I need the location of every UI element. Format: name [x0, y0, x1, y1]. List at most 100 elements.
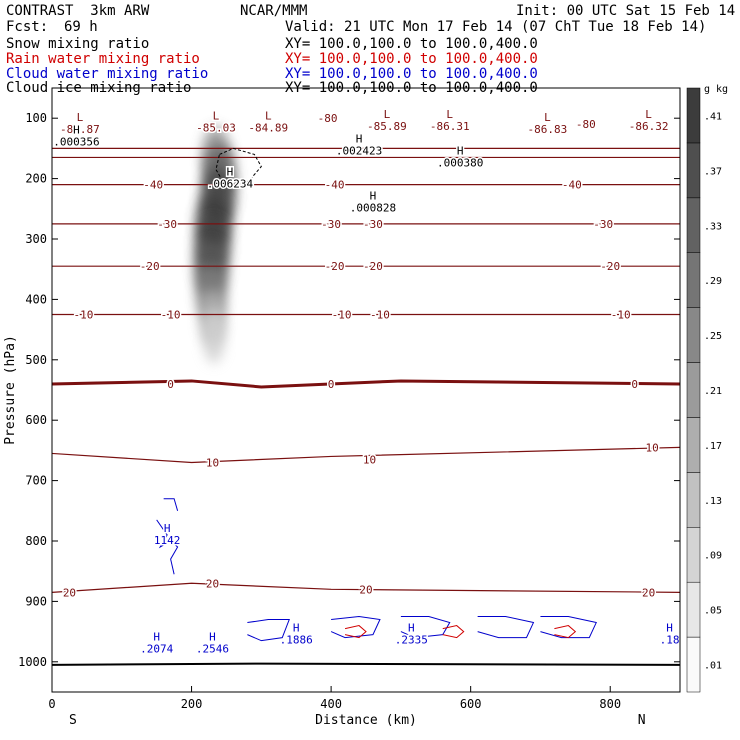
colorbar-cell-5 [686, 362, 701, 418]
extremum-mark-9: H [457, 144, 464, 157]
temp-contour-label-4-0: -20 [140, 260, 160, 273]
temp-contour-label-6-2: 0 [631, 378, 638, 391]
y-tick-label-9: 1000 [18, 655, 47, 669]
forecast-hour: 69 h [64, 19, 98, 35]
colorbar-level-label-0: .01 [704, 661, 722, 672]
extremum-mark-10: H [227, 166, 234, 179]
colorbar-level-label-1: .05 [704, 606, 722, 617]
extremum-mark-1: L [213, 109, 220, 122]
extremum-mark-8: H [356, 132, 363, 145]
temp-contour-label-7-0: 10 [206, 456, 219, 469]
cloud-water-contour-3 [330, 615, 381, 639]
temp-contour-label-4-2: -20 [363, 260, 383, 273]
run-organization: NCAR/MMM [240, 3, 308, 19]
field-name-rain: Rain water mixing ratio [6, 51, 200, 67]
temp-contour-label-7-2: 10 [645, 441, 658, 454]
extremum-value-12: 1142 [154, 534, 181, 547]
snow-plume [194, 126, 236, 364]
field-xy-snow: XY= 100.0,100.0 to 100.0,400.0 [285, 36, 538, 52]
cloud-water-contour-4 [400, 616, 451, 639]
y-tick-label-0: 100 [25, 111, 47, 125]
temp-contour-label-8-2: 20 [359, 583, 372, 596]
x-end-label-north: N [638, 713, 646, 728]
field-name-cloud-water: Cloud water mixing ratio [6, 66, 209, 82]
cloud-water-contour-1 [163, 498, 179, 511]
y-axis-label: Pressure (hPa) [3, 335, 18, 445]
extremum-mark-5: L [544, 111, 551, 124]
colorbar-cell-10 [686, 87, 701, 144]
extremum-value-9: .000380 [437, 156, 483, 169]
x-tick-label-3: 600 [460, 697, 482, 711]
extremum-value-16: .2335 [395, 634, 428, 647]
temp-contour-label-3-3: -30 [593, 218, 613, 231]
rain-water-contour-0 [344, 625, 367, 639]
colorbar-cell-6 [686, 307, 701, 363]
extremum-value-2: -84.89 [248, 121, 288, 134]
colorbar: .01.05.09.13.17.21.25.29.33.37.41g kg-1 [686, 84, 728, 693]
snow-plume-cell-8 [202, 307, 225, 364]
temp-contour-label-3-2: -30 [363, 218, 383, 231]
temp-contour-label-4-1: -20 [325, 260, 345, 273]
extremum-value-11: .000828 [350, 202, 396, 215]
extremum-mark-16: H [408, 622, 415, 635]
run-title: CONTRAST 3km ARW [6, 3, 150, 19]
extremum-value-0: -88.87 [60, 123, 100, 136]
colorbar-cell-0 [686, 636, 701, 693]
temp-contour-label-2-2: -40 [562, 179, 582, 192]
temp-contour-label-5-2: -10 [332, 309, 352, 322]
field-xy-cloud-water: XY= 100.0,100.0 to 100.0,400.0 [285, 66, 538, 82]
extremum-value-15: .1886 [280, 634, 313, 647]
rain-water-contour-1 [442, 625, 465, 639]
cloud-water-contour-5 [477, 616, 535, 639]
colorbar-level-label-10: .41 [704, 111, 722, 122]
colorbar-level-label-4: .17 [704, 441, 722, 452]
colorbar-cell-2 [686, 527, 701, 583]
extremum-value-13: .2074 [140, 643, 173, 656]
x-tick-label-1: 200 [181, 697, 203, 711]
temp-contour-label-2-1: -40 [325, 179, 345, 192]
temp-contour-label-5-3: -10 [370, 309, 390, 322]
temp-contour-6 [51, 379, 681, 389]
cloud-water-contour-0 [156, 519, 179, 575]
cloud-water-contours [156, 498, 597, 642]
extremum-mark-6: L [645, 108, 652, 121]
temp-contour-label-5-4: -10 [611, 309, 631, 322]
colorbar-cell-4 [686, 417, 701, 473]
temp-contour-label-6-1: 0 [328, 378, 335, 391]
temp-contour-label-2-0: -40 [143, 179, 163, 192]
init-time: Init: 00 UTC Sat 15 Feb 14 [516, 3, 736, 19]
cloud-water-contour-2 [247, 619, 290, 642]
temp-contour-label-7-1: 10 [363, 453, 376, 466]
x-end-label-south: S [69, 713, 77, 728]
field-xy-cloud-ice: XY= 100.0,100.0 to 100.0,400.0 [285, 80, 538, 96]
colorbar-units: g kg [704, 84, 728, 95]
extremum-value-7: .000356 [53, 135, 99, 148]
field-name-snow: Snow mixing ratio [6, 36, 150, 52]
colorbar-cell-3 [686, 472, 701, 528]
y-tick-label-7: 800 [25, 534, 47, 548]
surface-pressure-line [51, 662, 681, 666]
temp-contour-label-1-0: -80 [576, 118, 596, 131]
cloud-ice-contour [215, 147, 262, 189]
cloud-ice-contours [51, 147, 681, 666]
colorbar-cell-7 [686, 252, 701, 308]
extremum-mark-12: H [164, 522, 171, 535]
colorbar-cell-1 [686, 581, 701, 638]
x-axis-label: Distance (km) [315, 713, 417, 728]
temp-contour-label-5-1: -10 [161, 309, 181, 322]
extremum-mark-2: L [265, 109, 272, 122]
extremum-mark-7: H [73, 123, 80, 136]
temp-contour-label-5-0: -10 [73, 309, 93, 322]
x-tick-label-2: 400 [320, 697, 342, 711]
temp-contour-label-8-3: 20 [642, 586, 655, 599]
x-tick-label-0: 0 [48, 697, 55, 711]
colorbar-level-label-7: .29 [704, 276, 722, 287]
y-tick-label-2: 300 [25, 232, 47, 246]
rain-water-contours [344, 625, 577, 639]
rain-water-contour-2 [554, 625, 577, 639]
x-tick-label-4: 800 [599, 697, 621, 711]
y-tick-label-8: 900 [25, 594, 47, 608]
extremum-value-17: .18 [660, 634, 680, 647]
